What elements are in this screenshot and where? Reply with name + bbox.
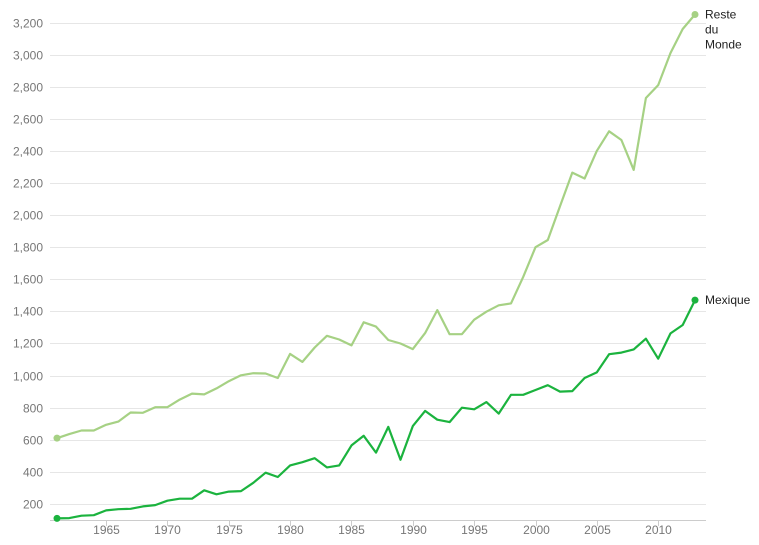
x-tick-label: 1970 <box>154 523 181 537</box>
y-axis-tick-labels: 200 400 600 800 1,000 1,200 1,400 1,600 1,800 2,0… <box>13 17 43 512</box>
y-tick-label: 400 <box>23 466 43 480</box>
gridlines <box>50 23 706 521</box>
series-end-point <box>691 11 699 19</box>
series-lines <box>53 11 699 522</box>
y-tick-label: 2,800 <box>13 81 43 95</box>
y-tick-label: 3,000 <box>13 49 43 63</box>
series-line-0 <box>55 13 697 440</box>
y-tick-label: 800 <box>23 402 43 416</box>
y-tick-label: 1,800 <box>13 241 43 255</box>
y-tick-label: 1,400 <box>13 305 43 319</box>
x-tick-label: 1975 <box>216 523 243 537</box>
y-tick-label: 2,400 <box>13 145 43 159</box>
series-labels: Reste du Monde Mexique <box>705 8 751 308</box>
series-line-1 <box>55 299 697 520</box>
x-tick-label: 2005 <box>584 523 611 537</box>
series-start-point <box>53 514 61 522</box>
y-tick-label: 3,200 <box>13 17 43 31</box>
x-tick-label: 1985 <box>338 523 365 537</box>
x-tick-label: 1995 <box>461 523 488 537</box>
y-tick-label: 2,000 <box>13 209 43 223</box>
x-tick-label: 2010 <box>645 523 672 537</box>
y-tick-label: 600 <box>23 434 43 448</box>
y-tick-label: 200 <box>23 498 43 512</box>
y-tick-label: 2,600 <box>13 113 43 127</box>
x-tick-label: 1965 <box>93 523 120 537</box>
y-tick-label: 1,600 <box>13 273 43 287</box>
series-label: Mexique <box>705 293 751 307</box>
x-tick-label: 1990 <box>400 523 427 537</box>
x-tick-label: 1980 <box>277 523 304 537</box>
x-tick-label: 2000 <box>523 523 550 537</box>
y-tick-label: 2,200 <box>13 177 43 191</box>
y-tick-label: 1,000 <box>13 370 43 384</box>
x-axis-tick-labels: 1965 1970 1975 1980 1985 1990 1995 2000 2005 2010 <box>93 520 672 537</box>
series-end-point <box>691 296 699 304</box>
y-tick-label: 1,200 <box>13 337 43 351</box>
series-start-point <box>53 434 61 442</box>
series-label: Reste du Monde <box>705 8 742 52</box>
